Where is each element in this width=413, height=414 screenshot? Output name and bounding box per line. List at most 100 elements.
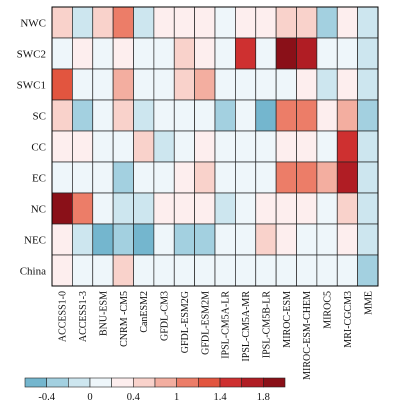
- heatmap-cell: [255, 161, 277, 194]
- heatmap-cell: [275, 254, 297, 287]
- heatmap-cell: [316, 192, 338, 225]
- heatmap-cell: [275, 192, 297, 225]
- heatmap-cell: [235, 99, 257, 132]
- heatmap-cell: [112, 37, 134, 70]
- heatmap-cell: [235, 192, 257, 225]
- heatmap-cell: [296, 223, 318, 256]
- y-tick-label: SC: [33, 111, 46, 123]
- heatmap-cell: [357, 68, 379, 101]
- y-tick-label: EC: [32, 173, 46, 185]
- x-tick-label: IPSL-CM5A-MR: [241, 291, 252, 362]
- heatmap-cell: [92, 130, 114, 163]
- heatmap-cell: [235, 254, 257, 287]
- heatmap-cell: [133, 130, 155, 163]
- heatmap-cell: [51, 161, 73, 194]
- y-tick-label: SWC2: [17, 49, 46, 61]
- heatmap-cell: [51, 254, 73, 287]
- heatmap-cell: [255, 6, 277, 39]
- heatmap-cell: [51, 68, 73, 101]
- heatmap-cell: [92, 68, 114, 101]
- heatmap-cell: [133, 223, 155, 256]
- heatmap-cell: [173, 68, 195, 101]
- y-axis-labels: NWC SWC2 SWC1 SC CC EC NC NEC China: [17, 18, 46, 278]
- heatmap-cell: [112, 130, 134, 163]
- x-tick-label: GFDL-ESM2G: [180, 291, 191, 353]
- heatmap-cell: [194, 254, 216, 287]
- heatmap-cell: [214, 99, 236, 132]
- x-tick-label: MME: [363, 291, 374, 315]
- heatmap-cell: [153, 37, 175, 70]
- heatmap-cell: [133, 192, 155, 225]
- heatmap-cell: [173, 6, 195, 39]
- heatmap-cell: [72, 99, 94, 132]
- heatmap-cell: [275, 6, 297, 39]
- x-tick-label: ACCESS1-3: [78, 291, 89, 342]
- heatmap-cell: [357, 6, 379, 39]
- heatmap-cell: [153, 6, 175, 39]
- heatmap-cell: [296, 130, 318, 163]
- heatmap-cell: [112, 161, 134, 194]
- heatmap-cell: [173, 161, 195, 194]
- colorbar-segment: [111, 377, 134, 388]
- heatmap-cell: [112, 192, 134, 225]
- x-tick-label: IPSL-CM5A-LR: [221, 291, 232, 359]
- heatmap-cell: [133, 99, 155, 132]
- y-tick-label: NC: [31, 204, 46, 216]
- x-tick-label: MRI-CGCM3: [343, 291, 354, 348]
- heatmap-cell: [214, 6, 236, 39]
- heatmap-cell: [336, 37, 358, 70]
- heatmap-cell: [316, 161, 338, 194]
- heatmap-cell: [214, 130, 236, 163]
- heatmap-cell: [51, 37, 73, 70]
- heatmap-cell: [255, 37, 277, 70]
- heatmap-cell: [275, 161, 297, 194]
- heatmap-cell: [336, 68, 358, 101]
- heatmap-cell: [92, 161, 114, 194]
- colorbar-segment: [154, 377, 177, 388]
- heatmap-cells: [51, 6, 379, 287]
- colorbar-segment: [89, 377, 112, 388]
- heatmap-cell: [235, 37, 257, 70]
- heatmap-cell: [72, 223, 94, 256]
- heatmap-cell: [51, 192, 73, 225]
- heatmap-cell: [214, 68, 236, 101]
- heatmap-cell: [235, 6, 257, 39]
- heatmap-cell: [336, 6, 358, 39]
- heatmap-cell: [235, 223, 257, 256]
- heatmap-cell: [296, 161, 318, 194]
- heatmap-cell: [336, 130, 358, 163]
- heatmap-cell: [235, 161, 257, 194]
- heatmap-cell: [194, 68, 216, 101]
- heatmap-cell: [194, 99, 216, 132]
- heatmap-cell: [51, 99, 73, 132]
- heatmap-cell: [153, 192, 175, 225]
- heatmap-cell: [112, 99, 134, 132]
- x-tick-label: CNRM -CM5: [119, 291, 130, 347]
- heatmap-cell: [133, 254, 155, 287]
- heatmap-cell: [173, 192, 195, 225]
- y-tick-label: SWC1: [17, 80, 46, 92]
- heatmap-cell: [336, 99, 358, 132]
- heatmap-cell: [275, 68, 297, 101]
- heatmap-cell: [316, 99, 338, 132]
- heatmap-cell: [255, 68, 277, 101]
- heatmap-cell: [336, 192, 358, 225]
- heatmap-cell: [235, 68, 257, 101]
- heatmap-cell: [275, 130, 297, 163]
- x-tick-label: CanESM2: [139, 291, 150, 333]
- heatmap-cell: [194, 37, 216, 70]
- heatmap-cell: [357, 254, 379, 287]
- heatmap-cell: [194, 130, 216, 163]
- heatmap-cell: [357, 37, 379, 70]
- heatmap-cell: [92, 192, 114, 225]
- heatmap-cell: [112, 223, 134, 256]
- colorbar-segment: [219, 377, 242, 388]
- x-tick-label: MIROC5: [323, 291, 334, 329]
- heatmap-cell: [336, 223, 358, 256]
- heatmap-cell: [296, 6, 318, 39]
- heatmap-cell: [296, 68, 318, 101]
- heatmap-cell: [153, 254, 175, 287]
- heatmap-cell: [92, 254, 114, 287]
- y-tick-label: CC: [31, 142, 46, 154]
- heatmap-cell: [173, 99, 195, 132]
